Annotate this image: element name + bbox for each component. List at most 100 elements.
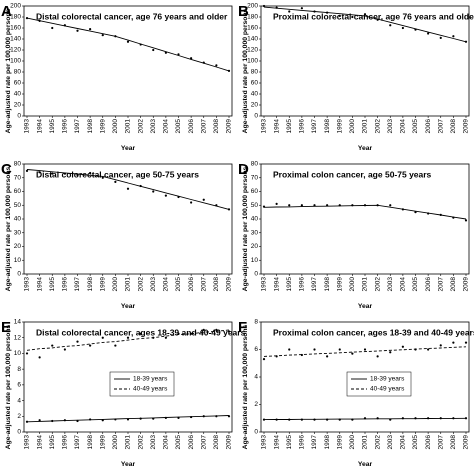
data-point: [152, 336, 155, 339]
y-axis-label: Age-adjusted rate per 100,000 persons: [5, 8, 12, 133]
x-tick-label: 2006: [425, 119, 432, 134]
data-point: [363, 204, 367, 207]
x-tick-label: 1997: [311, 119, 318, 134]
x-axis-label: Year: [121, 145, 136, 152]
fitted-line: [263, 6, 467, 43]
y-tick-label: 4: [254, 374, 258, 381]
data-point: [215, 204, 218, 207]
data-point: [288, 10, 291, 13]
data-point: [275, 355, 278, 358]
data-point: [164, 336, 167, 339]
y-axis-label: Age-adjusted rate per 100,000 persons: [242, 166, 249, 291]
x-tick-label: 1994: [36, 119, 43, 134]
data-point: [414, 211, 417, 214]
legend-box: [109, 371, 175, 397]
y-tick-label: 50: [14, 202, 22, 209]
y-tick-label: 60: [251, 188, 259, 195]
x-tick-label: 2004: [400, 119, 407, 134]
x-tick-label: 2003: [150, 119, 157, 134]
data-point: [376, 417, 379, 420]
data-point: [101, 176, 104, 179]
x-tick-label: 1996: [62, 435, 69, 450]
y-tick-label: 50: [251, 202, 259, 209]
data-point: [351, 204, 354, 207]
x-tick-label: 2004: [163, 277, 170, 292]
x-tick-label: 1996: [299, 435, 306, 450]
x-tick-label: 2002: [137, 277, 144, 292]
y-tick-label: 2: [17, 413, 21, 420]
y-tick-label: 80: [14, 161, 22, 168]
y-tick-label: 10: [14, 350, 22, 357]
y-tick-label: 8: [17, 366, 21, 373]
data-point: [126, 418, 130, 421]
y-tick-label: 100: [247, 58, 258, 65]
panel: 0 10 20 30 40 50 60 70 80 1993 1994 1995 1996 1997 199…: [1, 161, 233, 310]
x-tick-label: 1993: [24, 119, 31, 134]
plot-frame: [260, 163, 470, 275]
x-tick-label: 1997: [74, 435, 81, 450]
x-tick-label: 2003: [150, 277, 157, 292]
fitted-line: [263, 204, 467, 220]
data-point: [152, 48, 155, 52]
y-tick-label: 10: [14, 257, 22, 264]
x-tick-label: 1999: [99, 435, 106, 450]
data-point: [401, 26, 404, 30]
data-point: [338, 14, 341, 17]
data-point: [363, 13, 367, 16]
data-point: [101, 419, 104, 422]
y-tick-label: 180: [247, 14, 258, 21]
x-tick-label: 1999: [99, 277, 106, 292]
x-tick-label: 2007: [200, 277, 207, 292]
x-axis-label: Year: [358, 303, 373, 310]
x-tick-label: 1998: [87, 119, 94, 134]
x-tick-label: 2000: [349, 435, 356, 450]
x-tick-label: 2005: [175, 435, 182, 450]
data-point: [313, 204, 316, 207]
y-tick-label: 40: [251, 91, 259, 98]
x-tick-label: 2006: [188, 277, 195, 292]
data-point: [338, 204, 341, 207]
data-point: [351, 418, 354, 421]
data-point: [389, 351, 392, 354]
data-point: [25, 169, 29, 172]
y-tick-label: 0: [254, 429, 258, 436]
y-tick-label: 80: [251, 161, 259, 168]
data-point: [439, 417, 442, 420]
y-tick-label: 160: [247, 25, 258, 32]
data-point: [114, 180, 117, 183]
x-tick-label: 1998: [87, 277, 94, 292]
data-point: [89, 344, 92, 347]
data-point: [326, 355, 329, 358]
panel-label: F: [238, 319, 247, 336]
data-point: [139, 43, 142, 46]
panel-label: A: [1, 3, 12, 20]
data-point: [389, 418, 392, 421]
y-tick-label: 60: [14, 188, 22, 195]
data-point: [389, 204, 392, 207]
data-point: [401, 345, 404, 348]
x-tick-label: 1999: [336, 277, 343, 292]
y-axis-label: Age-adjusted rate per 100,000 persons: [5, 324, 12, 449]
y-tick-label: 60: [251, 80, 259, 87]
y-tick-label: 2: [254, 401, 258, 408]
x-tick-label: 2005: [175, 119, 182, 134]
data-point: [101, 336, 104, 339]
x-tick-label: 1993: [24, 277, 31, 292]
data-point: [202, 328, 205, 331]
data-point: [227, 69, 231, 72]
panel: 0 20 40 60 80 100 120 140 160 180 200 1993 1994 1995 1…: [1, 3, 233, 152]
data-point: [63, 419, 66, 422]
data-point: [76, 340, 79, 343]
x-tick-label: 1995: [49, 277, 56, 292]
y-tick-label: 30: [251, 229, 259, 236]
x-tick-label: 2005: [412, 277, 419, 292]
data-point: [414, 348, 417, 351]
fitted-line: [26, 169, 230, 210]
x-tick-label: 2000: [349, 119, 356, 134]
x-tick-label: 1995: [49, 119, 56, 134]
y-tick-label: 14: [14, 319, 22, 326]
panel-label: C: [1, 161, 12, 178]
y-tick-label: 20: [251, 243, 259, 250]
x-tick-label: 2003: [150, 435, 157, 450]
